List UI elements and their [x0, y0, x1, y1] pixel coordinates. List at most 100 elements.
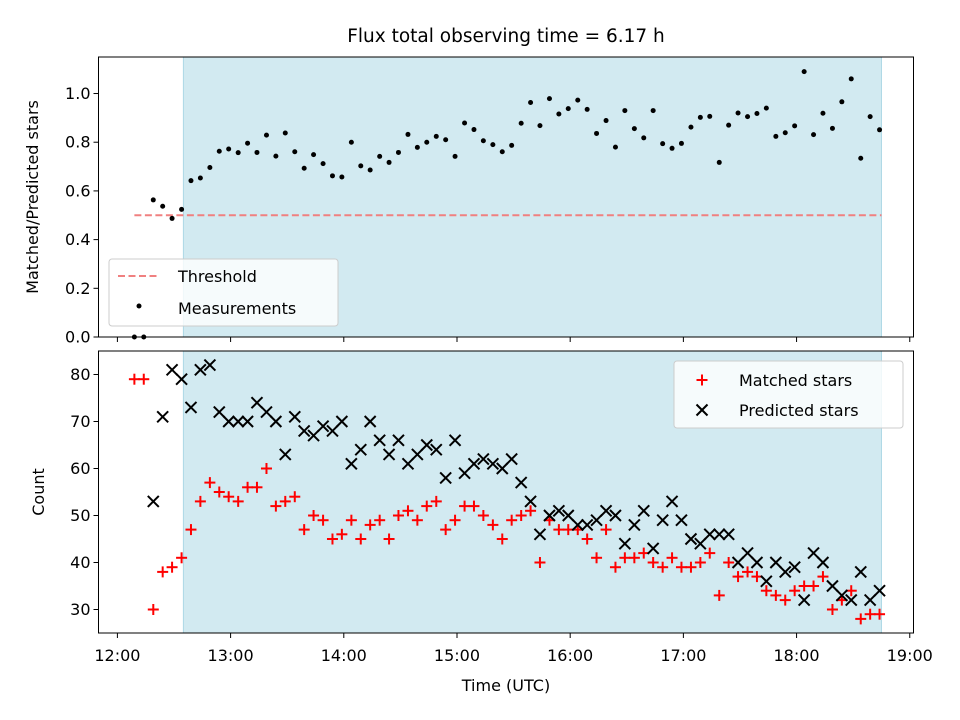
y-tick-label: 80 [70, 365, 90, 384]
predicted-star-point [505, 452, 518, 466]
cross-stroke-b [297, 424, 311, 438]
ratio-x-axis-ticks [116, 337, 911, 342]
matched-star-point [336, 528, 348, 540]
measurement-point [245, 140, 251, 146]
cross-stroke-b [750, 556, 764, 569]
measurement-point [848, 76, 854, 82]
cross-stroke-b [420, 438, 433, 452]
x-tick-label: 16:00 [547, 646, 593, 665]
cross-stroke-b [156, 410, 169, 424]
legend-matched-stars-swatch [696, 374, 708, 386]
cross-stroke-b [373, 434, 386, 447]
predicted-star-point [307, 429, 320, 442]
legend-cross-marker [695, 403, 709, 417]
measurement-point [773, 133, 779, 139]
cross-stroke-b [807, 546, 820, 560]
cross-stroke-b [694, 537, 707, 550]
matched-star-point [374, 514, 386, 526]
matched-star-point [308, 510, 320, 521]
measurement-point [301, 165, 307, 171]
predicted-star-point [260, 405, 273, 419]
matched-star-point [685, 561, 697, 573]
matched-star-point [289, 491, 301, 503]
cross-stroke-b [430, 443, 443, 456]
matched-star-point [826, 604, 838, 615]
cross-stroke-b [618, 537, 632, 550]
cross-stroke-b [590, 513, 603, 527]
predicted-star-point [156, 410, 169, 424]
measurement-point [528, 100, 534, 106]
matched-star-point [704, 547, 716, 559]
cross-stroke-b [439, 471, 452, 485]
y-tick-label: 0.6 [65, 181, 90, 200]
cross-stroke-b [656, 513, 669, 527]
measurement-point [405, 131, 411, 137]
cross-stroke-b [392, 434, 405, 447]
matched-star-point [864, 608, 876, 620]
ratio-legend: Threshold Measurements [108, 258, 339, 327]
measurement-point [292, 149, 298, 155]
predicted-star-point [165, 363, 179, 377]
cross-stroke-b [628, 518, 641, 532]
matched-star-point [657, 561, 669, 573]
matched-star-point [553, 524, 565, 536]
cross-stroke-b [873, 584, 886, 597]
predicted-star-point [543, 509, 556, 522]
cross-stroke-b [788, 560, 801, 574]
cross-stroke-b [448, 434, 462, 447]
matched-star-point [789, 585, 801, 597]
legend-matched-stars-label: Matched stars [739, 371, 852, 390]
predicted-star-point [760, 575, 773, 588]
cross-stroke-b [354, 443, 367, 456]
measurement-point [641, 135, 647, 141]
cross-stroke-b [665, 495, 679, 508]
predicted-star-point [147, 495, 160, 508]
matched-star-point [421, 500, 433, 512]
matched-star-point [581, 533, 593, 545]
matched-star-point [440, 524, 452, 536]
measurement-point [480, 138, 486, 144]
matched-star-point [666, 552, 678, 564]
cross-stroke-b [599, 504, 613, 518]
matched-star-point [591, 552, 603, 564]
cross-stroke-b [713, 528, 726, 541]
predicted-star-point [213, 405, 226, 419]
matched-star-point [600, 524, 612, 536]
predicted-star-point [769, 556, 783, 569]
predicted-star-point [345, 457, 358, 471]
cross-stroke-b [637, 504, 650, 518]
measurement-point [537, 123, 543, 129]
predicted-star-point [750, 556, 764, 569]
measurement-point [433, 133, 439, 139]
matched-star-point [402, 505, 414, 517]
measurement-point [188, 178, 194, 184]
measurement-point [858, 155, 864, 161]
cross-stroke-b [571, 518, 584, 532]
measurement-point [631, 126, 637, 132]
cross-stroke-b [382, 448, 396, 461]
predicted-star-point [628, 518, 641, 532]
predicted-star-point [194, 363, 207, 377]
cross-stroke-b [552, 504, 566, 518]
cross-stroke-b [779, 565, 792, 579]
predicted-stars-points [147, 358, 886, 607]
matched-star-point [732, 571, 744, 583]
predicted-star-point [741, 546, 754, 560]
count-legend-box [673, 360, 904, 429]
cross-stroke-b [467, 457, 481, 471]
count-y-axis-ticks: 30 40 50 60 70 80 [70, 365, 99, 619]
matched-star-point [628, 552, 640, 564]
cross-stroke-b [458, 466, 471, 480]
x-tick-label: 17:00 [660, 646, 706, 665]
predicted-star-point [288, 410, 301, 424]
predicted-star-point [580, 518, 594, 532]
legend-plus-marker [696, 374, 708, 386]
predicted-star-point [590, 513, 603, 527]
cross-stroke-b [335, 415, 349, 428]
predicted-star-point [279, 448, 292, 461]
matched-star-point [242, 481, 254, 493]
measurement-point [603, 118, 609, 124]
measurement-point [150, 197, 156, 203]
predicted-star-point [316, 419, 330, 433]
matched-star-point [713, 589, 725, 601]
